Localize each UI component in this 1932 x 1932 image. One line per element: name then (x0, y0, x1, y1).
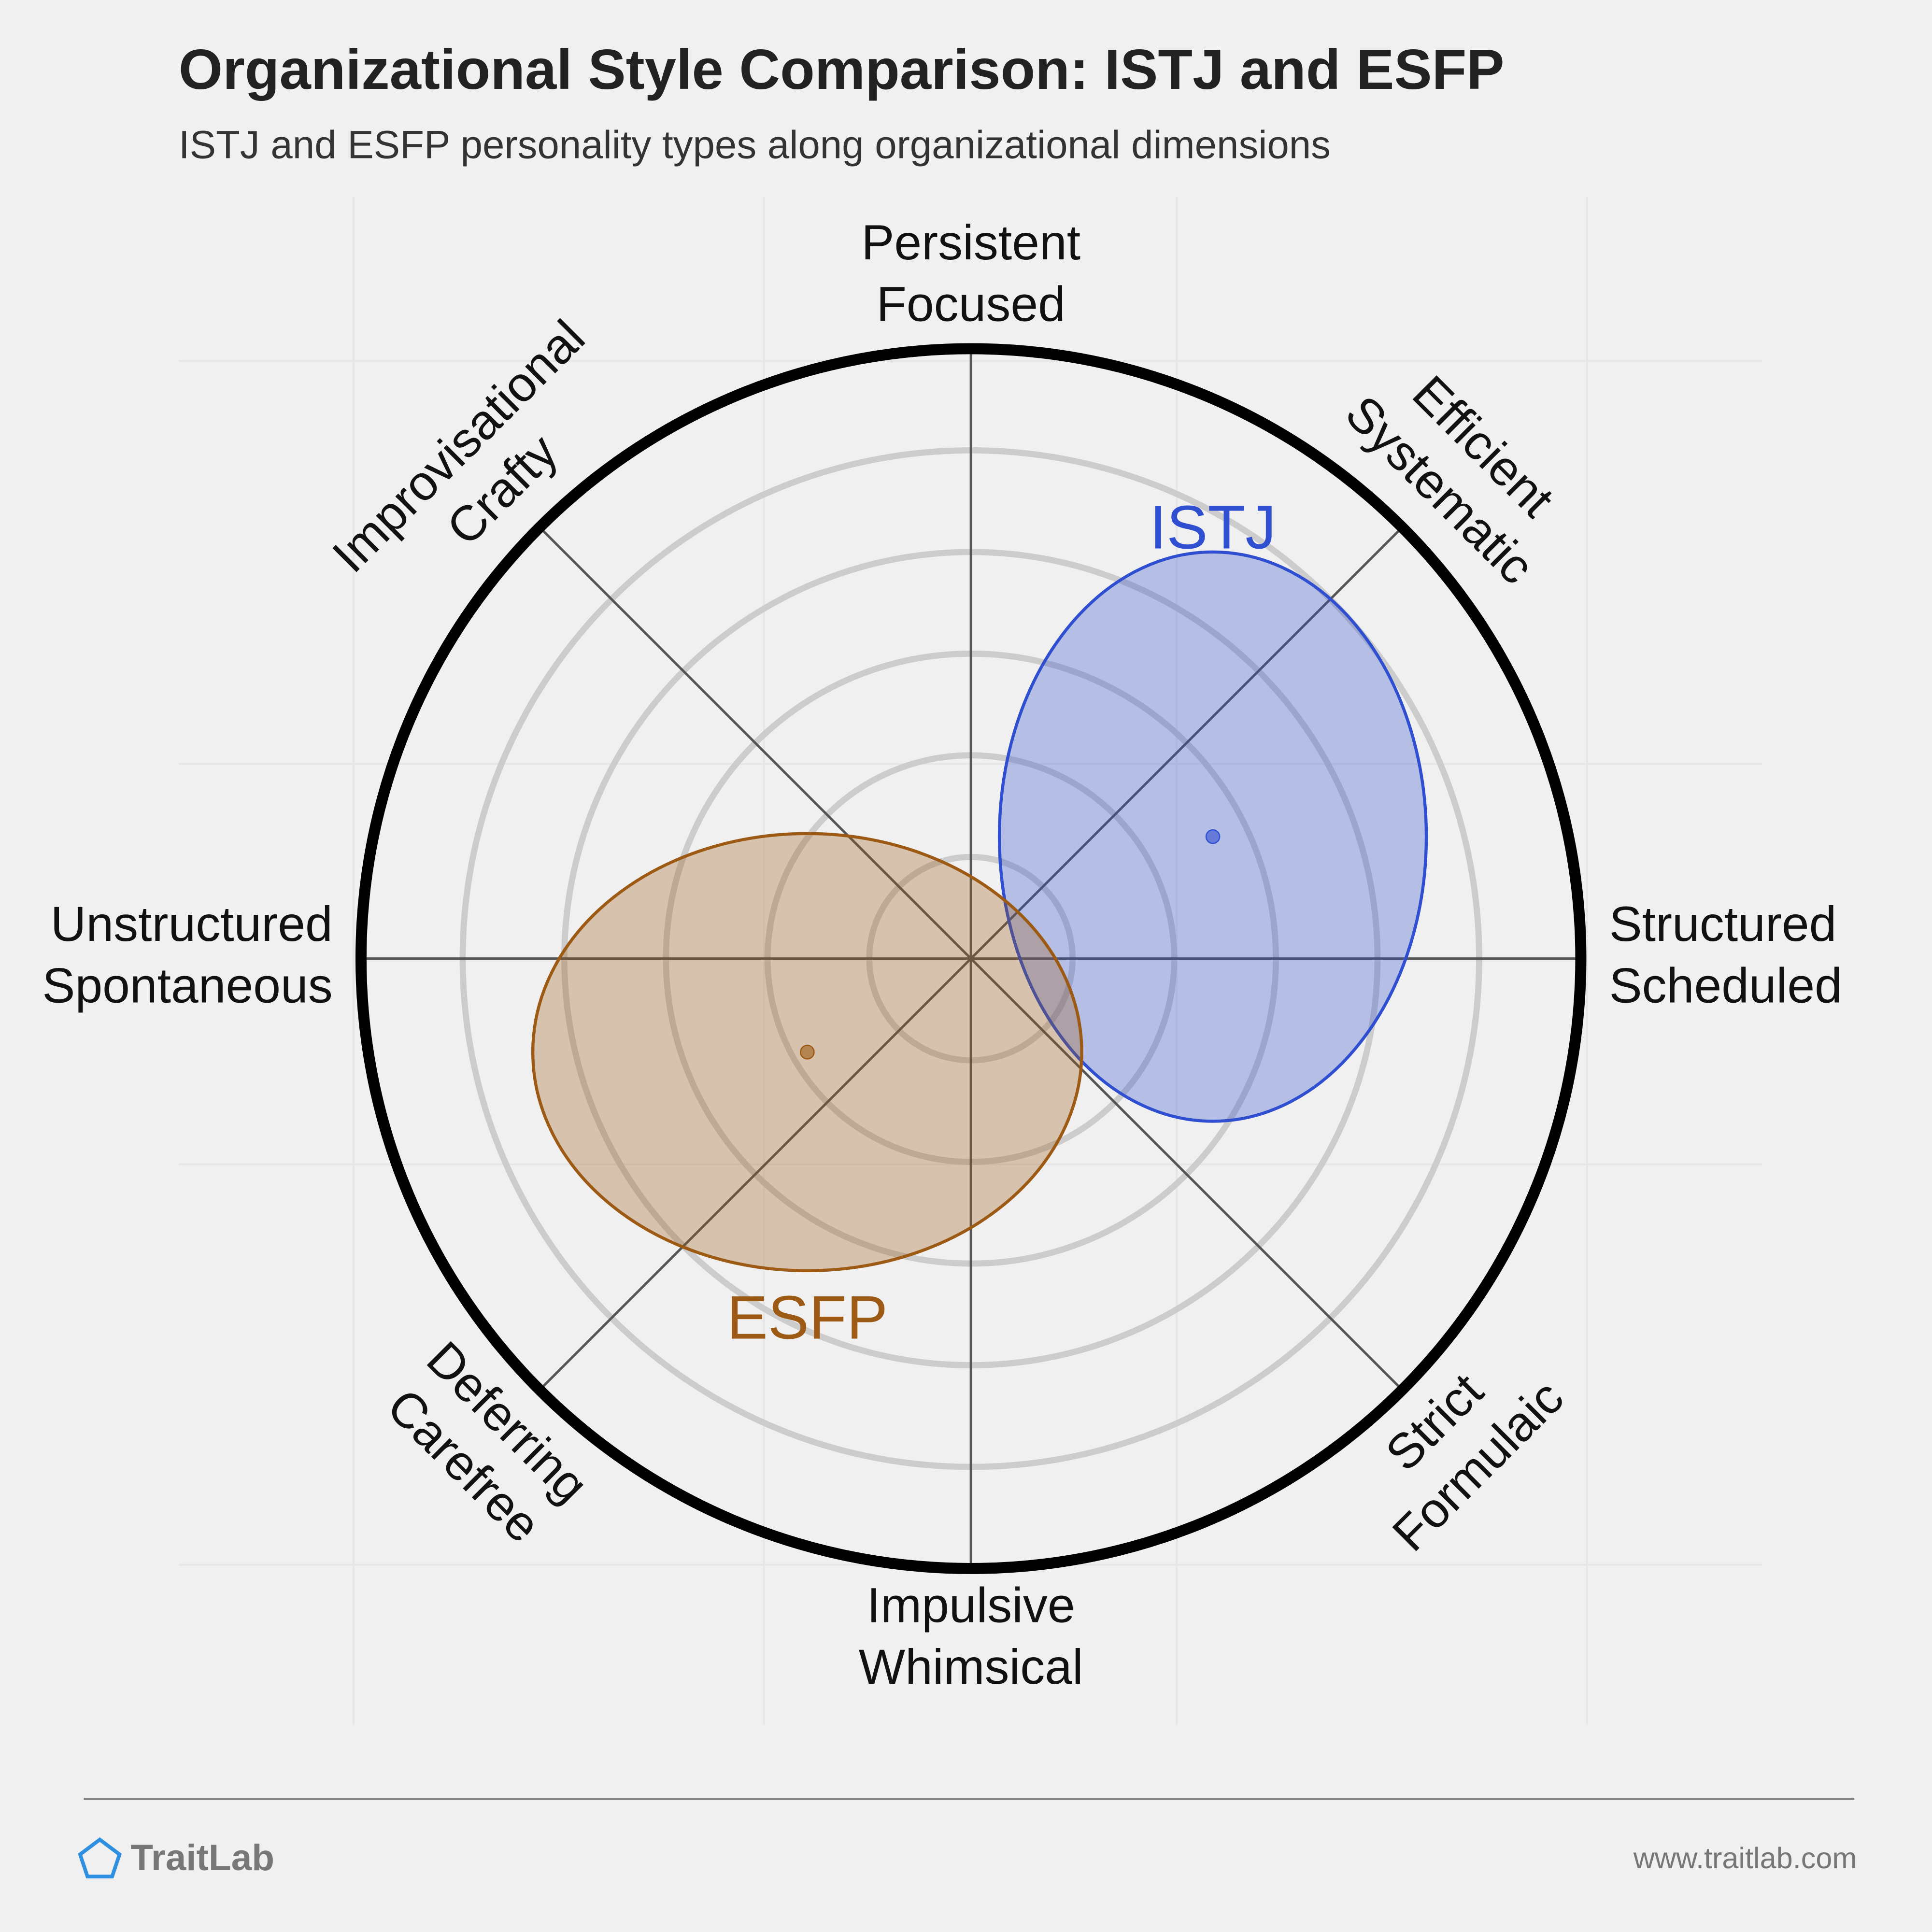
axis-label-line: Structured (1609, 896, 1837, 952)
axis-label: Unstructured Spontaneous (42, 896, 332, 1013)
axis-label: Persistent Focused (861, 215, 1080, 332)
axis-label-line: Whimsical (859, 1639, 1083, 1694)
axis-label-line: Spontaneous (42, 958, 332, 1013)
series-label: ESFP (727, 1284, 888, 1352)
logo-icon (78, 1837, 122, 1879)
chart-title: Organizational Style Comparison: ISTJ an… (179, 38, 1505, 101)
axis-label-line: Scheduled (1609, 958, 1842, 1013)
axis-label: Structured Scheduled (1609, 896, 1842, 1013)
axis-spoke (539, 526, 972, 960)
axis-label-line: Impulsive (867, 1578, 1075, 1633)
outer-ring (355, 343, 1587, 1574)
axis-spoke (970, 957, 1403, 1391)
axis-label-line: Focused (877, 277, 1065, 332)
series-label: ISTJ (1150, 494, 1276, 562)
url: www.traitlab.com (1633, 1842, 1857, 1875)
brand: TraitLab (130, 1837, 274, 1878)
series-center (800, 1045, 815, 1060)
axis-spoke (539, 957, 972, 1391)
series-center (1205, 829, 1221, 844)
chart-subtitle: ISTJ and ESFP personality types along or… (179, 123, 1331, 167)
axis-label-line: Unstructured (51, 896, 333, 952)
axis-label: Impulsive Whimsical (859, 1578, 1083, 1695)
axis-label-line: Persistent (861, 215, 1080, 270)
